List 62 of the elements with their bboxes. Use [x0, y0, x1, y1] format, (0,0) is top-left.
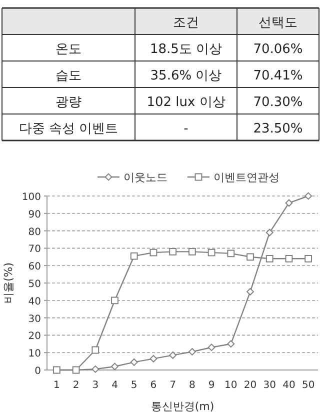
x-tick-label: 20	[244, 380, 257, 391]
x-tick-label: 9	[208, 380, 215, 391]
x-tick-label: 2	[72, 380, 80, 391]
text: 102 lux 이상	[146, 94, 226, 110]
category-label: 습도	[56, 68, 82, 84]
point	[52, 366, 60, 374]
point	[169, 248, 177, 256]
text: 18.5도 이상	[150, 42, 222, 57]
point	[150, 354, 158, 362]
x-tick-label: 10	[224, 380, 238, 391]
point	[150, 248, 158, 256]
point	[304, 192, 312, 200]
x-tick-label: 50	[302, 380, 315, 391]
point	[130, 252, 138, 260]
point	[266, 254, 274, 262]
legend-label: 이웃노드	[124, 171, 168, 184]
point	[266, 228, 274, 236]
y-tick-label: 30	[28, 314, 41, 325]
legend-label: 이벤트연관성	[214, 171, 280, 184]
y-axis-title: 비율(%)	[2, 262, 15, 304]
y-tick-label: 100	[22, 192, 41, 203]
category-label: 조건	[173, 15, 199, 30]
y-tick-label: 90	[28, 209, 41, 220]
y-tick-label: 70	[28, 244, 41, 256]
text: 70.30%	[253, 94, 303, 110]
category-label: 선택도	[258, 15, 298, 30]
y-tick-label: 20	[28, 331, 41, 342]
point	[188, 248, 196, 256]
x-tick-label: 5	[130, 380, 138, 391]
y-tick-label: 40	[28, 296, 41, 308]
x-tick-label: 1	[53, 380, 60, 391]
point	[227, 250, 235, 258]
point	[111, 296, 118, 304]
point	[285, 254, 293, 262]
category-label: 온도	[56, 42, 82, 57]
x-tick-label: 4	[112, 380, 118, 391]
category-label: 다중 속성 이벤트	[18, 121, 118, 136]
y-tick-label: 50	[28, 279, 41, 290]
text: 23.50%	[253, 121, 303, 136]
point	[92, 346, 100, 354]
point	[208, 248, 216, 256]
y-tick-label: 60	[28, 262, 41, 273]
text: -	[184, 121, 188, 136]
x-tick-label: 8	[188, 380, 196, 391]
point	[130, 358, 138, 366]
text: 70.06%	[253, 42, 303, 57]
y-tick-label: 0	[34, 366, 41, 377]
x-tick-label: 3	[92, 380, 99, 391]
x-tick-label: 40	[282, 380, 296, 391]
point	[188, 348, 196, 356]
text: 35.6% 이상	[150, 68, 222, 84]
text: 70.41%	[253, 68, 303, 84]
x-tick-label: 7	[170, 380, 176, 391]
point	[304, 254, 312, 262]
point	[72, 366, 80, 374]
y-tick-label: 80	[28, 226, 41, 238]
x-tick-label: 30	[263, 380, 276, 391]
y-tick-label: 10	[28, 348, 41, 360]
x-tick-label: 6	[150, 380, 157, 391]
category-label: 광량	[56, 94, 82, 110]
point	[246, 253, 254, 261]
x-axis-title: 통신반경(m)	[150, 400, 214, 413]
